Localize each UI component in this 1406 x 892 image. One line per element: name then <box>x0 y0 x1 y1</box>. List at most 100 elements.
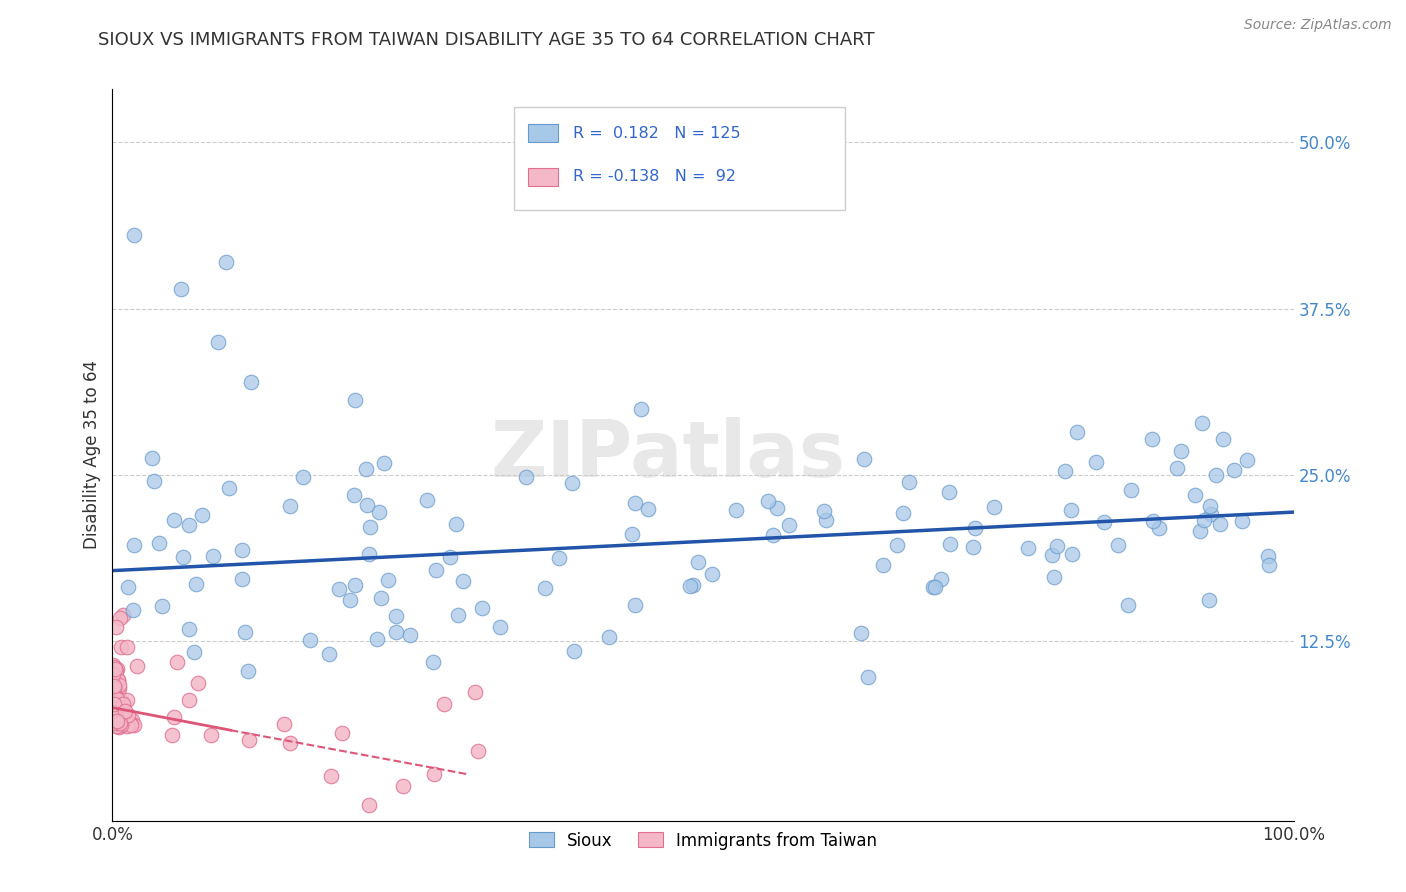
Point <box>1199 507 1222 521</box>
Bar <box>529 168 558 186</box>
Point <box>447 607 470 622</box>
Point <box>1257 549 1279 563</box>
Point <box>120 718 142 732</box>
Point <box>110 640 132 654</box>
Point <box>1060 547 1083 561</box>
Point <box>700 566 723 581</box>
Text: Source: ZipAtlas.com: Source: ZipAtlas.com <box>1244 18 1392 32</box>
Point <box>101 710 124 724</box>
Point <box>1046 539 1069 553</box>
Point <box>143 474 166 488</box>
FancyBboxPatch shape <box>515 108 845 210</box>
Point <box>122 228 145 243</box>
Point <box>815 513 838 527</box>
Point <box>464 684 486 698</box>
Point <box>114 704 136 718</box>
Point <box>184 577 207 591</box>
Point <box>103 712 125 726</box>
Point <box>110 718 132 732</box>
Point <box>105 691 128 706</box>
Point <box>422 655 444 669</box>
Point <box>489 620 512 634</box>
Point <box>101 705 124 719</box>
Point <box>101 658 124 673</box>
Point <box>1191 417 1213 431</box>
Point <box>179 518 201 533</box>
Point <box>108 611 131 625</box>
Point <box>778 518 800 533</box>
Point <box>101 714 124 728</box>
Text: R = -0.138   N =  92: R = -0.138 N = 92 <box>574 169 737 185</box>
Point <box>108 678 131 692</box>
Point <box>339 593 361 607</box>
Point <box>319 769 342 783</box>
Point <box>105 719 128 733</box>
Point <box>562 644 585 658</box>
Point <box>101 674 124 689</box>
Point <box>112 697 135 711</box>
Point <box>108 715 131 730</box>
Point <box>938 485 960 500</box>
Point <box>111 607 134 622</box>
Point <box>104 705 127 719</box>
Point <box>367 505 389 519</box>
Point <box>107 719 129 733</box>
Point <box>122 717 145 731</box>
Point <box>101 688 124 702</box>
Point <box>107 685 129 699</box>
Point <box>624 598 647 612</box>
Point <box>172 549 194 564</box>
Point <box>103 710 125 724</box>
Point <box>621 527 644 541</box>
Point <box>761 528 783 542</box>
Point <box>105 620 128 634</box>
Point <box>433 697 456 711</box>
Point <box>370 591 392 605</box>
Point <box>101 711 124 725</box>
Point <box>318 647 340 661</box>
Point <box>107 673 129 688</box>
Point <box>983 500 1005 514</box>
Point <box>385 609 408 624</box>
Point <box>356 498 378 512</box>
Point <box>103 705 125 719</box>
Point <box>356 462 378 476</box>
Point <box>965 521 987 535</box>
Point <box>122 538 145 552</box>
Point <box>391 779 413 793</box>
Point <box>107 681 129 695</box>
Point <box>105 662 128 676</box>
Point <box>292 470 315 484</box>
Point <box>872 558 894 573</box>
Point <box>105 664 128 678</box>
Point <box>373 456 395 470</box>
Point <box>218 481 240 495</box>
Point <box>280 499 302 513</box>
Point <box>439 550 461 565</box>
Point <box>444 516 467 531</box>
Point <box>343 578 366 592</box>
Point <box>1166 460 1188 475</box>
Point <box>1170 444 1192 458</box>
Point <box>117 580 139 594</box>
Point <box>1205 467 1227 482</box>
Point <box>422 766 444 780</box>
Point <box>1092 515 1115 529</box>
Point <box>115 640 138 655</box>
Point <box>187 676 209 690</box>
Point <box>103 717 125 731</box>
Point <box>886 538 908 552</box>
Point <box>471 601 494 615</box>
Point <box>398 628 420 642</box>
Point <box>160 728 183 742</box>
Point <box>1189 524 1212 538</box>
Point <box>104 709 127 723</box>
Point <box>359 520 381 534</box>
Point <box>1121 483 1143 497</box>
Point <box>108 693 131 707</box>
Point <box>679 579 702 593</box>
Point <box>110 694 132 708</box>
Point <box>170 282 193 296</box>
Point <box>108 715 131 730</box>
Point <box>929 572 952 586</box>
